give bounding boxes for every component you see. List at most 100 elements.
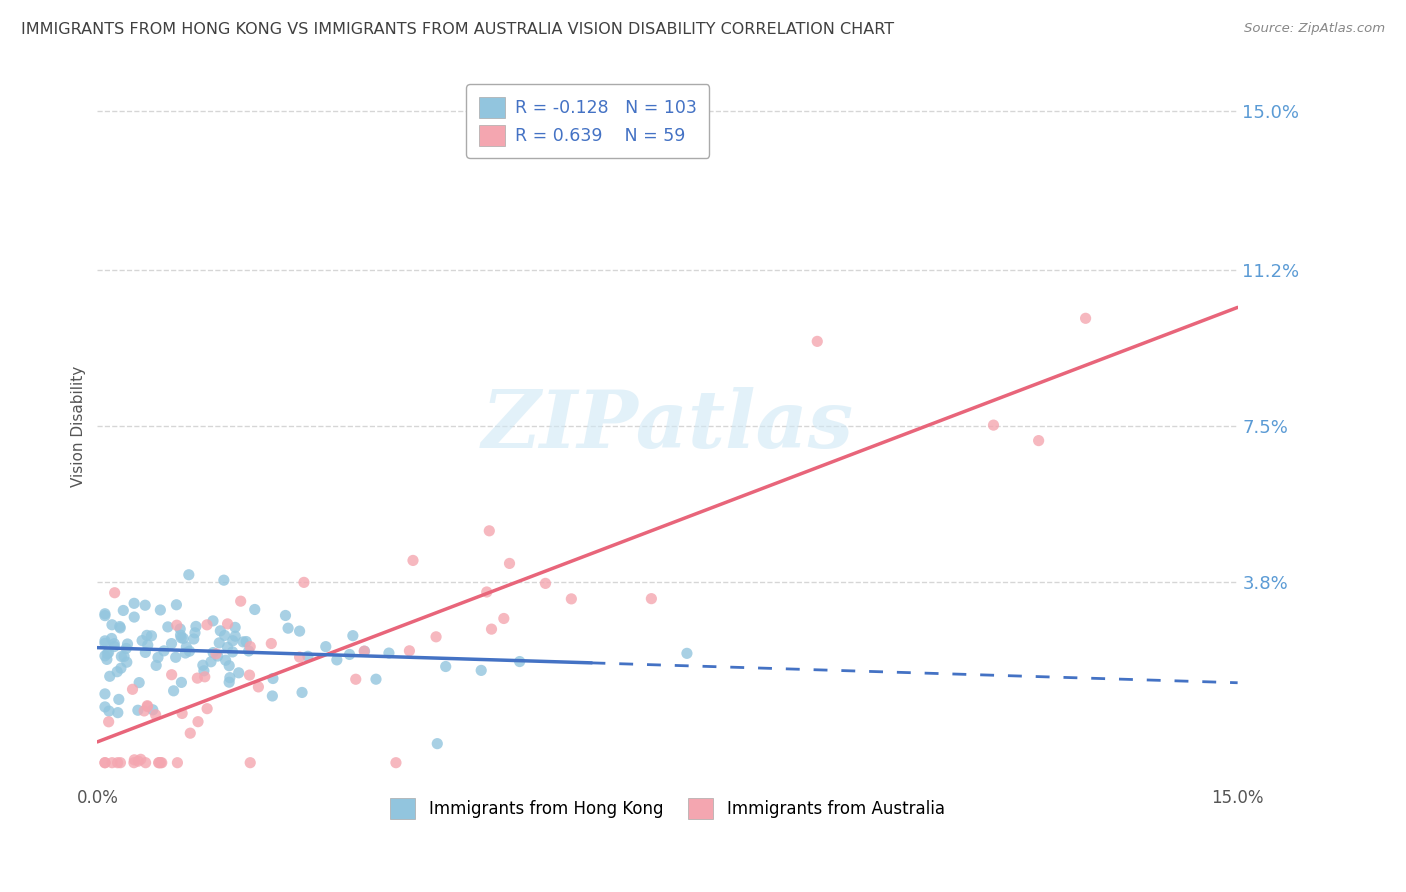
Text: ZIPatlas: ZIPatlas (481, 387, 853, 465)
Point (160, 667, 183, 681)
Point (291, 685, 314, 699)
Point (170, 631, 193, 645)
Point (145, 658, 167, 673)
Point (115, 655, 138, 669)
Point (224, 629, 246, 643)
Point (221, 645, 243, 659)
Point (129, 752, 152, 766)
Point (124, 753, 146, 767)
Point (110, 661, 132, 675)
Text: IMMIGRANTS FROM HONG KONG VS IMMIGRANTS FROM AUSTRALIA VISION DISABILITY CORRELA: IMMIGRANTS FROM HONG KONG VS IMMIGRANTS … (21, 22, 894, 37)
Point (153, 644, 176, 658)
Point (94, 648, 117, 663)
Point (104, 586, 127, 600)
Point (209, 624, 232, 638)
Point (176, 640, 198, 654)
Point (207, 649, 229, 664)
Point (187, 714, 209, 729)
Point (339, 648, 361, 662)
Point (398, 644, 420, 658)
Point (122, 756, 145, 770)
Point (179, 726, 201, 740)
Point (260, 636, 283, 650)
Point (342, 629, 364, 643)
Point (149, 603, 172, 617)
Y-axis label: Vision Disability: Vision Disability (72, 366, 86, 487)
Point (239, 640, 262, 654)
Point (402, 553, 425, 567)
Point (94, 607, 117, 621)
Point (229, 594, 252, 608)
Point (509, 655, 531, 669)
Point (150, 756, 173, 770)
Point (94, 636, 117, 650)
Point (177, 567, 200, 582)
Point (353, 644, 375, 658)
Point (214, 628, 236, 642)
Point (146, 650, 169, 665)
Point (105, 665, 128, 679)
Point (184, 625, 207, 640)
Point (364, 672, 387, 686)
Point (94, 633, 117, 648)
Point (326, 653, 349, 667)
Point (262, 689, 284, 703)
Point (183, 632, 205, 646)
Point (94, 687, 117, 701)
Point (208, 636, 231, 650)
Point (426, 737, 449, 751)
Point (136, 638, 159, 652)
Point (262, 672, 284, 686)
Point (498, 557, 520, 571)
Point (194, 670, 217, 684)
Point (127, 703, 149, 717)
Point (115, 641, 138, 656)
Point (94, 756, 117, 770)
Point (169, 628, 191, 642)
Point (344, 672, 367, 686)
Point (108, 619, 131, 633)
Point (172, 706, 194, 721)
Point (385, 756, 408, 770)
Point (134, 598, 156, 612)
Point (434, 659, 457, 673)
Point (169, 622, 191, 636)
Point (166, 618, 188, 632)
Point (107, 706, 129, 720)
Point (195, 701, 218, 715)
Point (162, 683, 184, 698)
Point (534, 576, 557, 591)
Point (122, 610, 145, 624)
Point (238, 644, 260, 658)
Point (202, 646, 225, 660)
Point (315, 640, 337, 654)
Point (277, 621, 299, 635)
Point (135, 628, 157, 642)
Point (214, 653, 236, 667)
Point (101, 617, 124, 632)
Point (288, 650, 311, 665)
Point (297, 649, 319, 664)
Point (107, 756, 129, 770)
Point (112, 649, 135, 664)
Point (135, 756, 157, 770)
Point (228, 665, 250, 680)
Point (134, 704, 156, 718)
Point (353, 644, 375, 658)
Point (232, 635, 254, 649)
Point (222, 633, 245, 648)
Point (184, 619, 207, 633)
Point (103, 640, 125, 654)
Point (112, 603, 135, 617)
Point (148, 756, 170, 770)
Point (676, 646, 699, 660)
Point (141, 629, 163, 643)
Point (122, 596, 145, 610)
Point (224, 620, 246, 634)
Point (217, 616, 239, 631)
Point (239, 756, 262, 770)
Point (110, 756, 132, 770)
Point (218, 658, 240, 673)
Point (292, 575, 315, 590)
Point (170, 675, 193, 690)
